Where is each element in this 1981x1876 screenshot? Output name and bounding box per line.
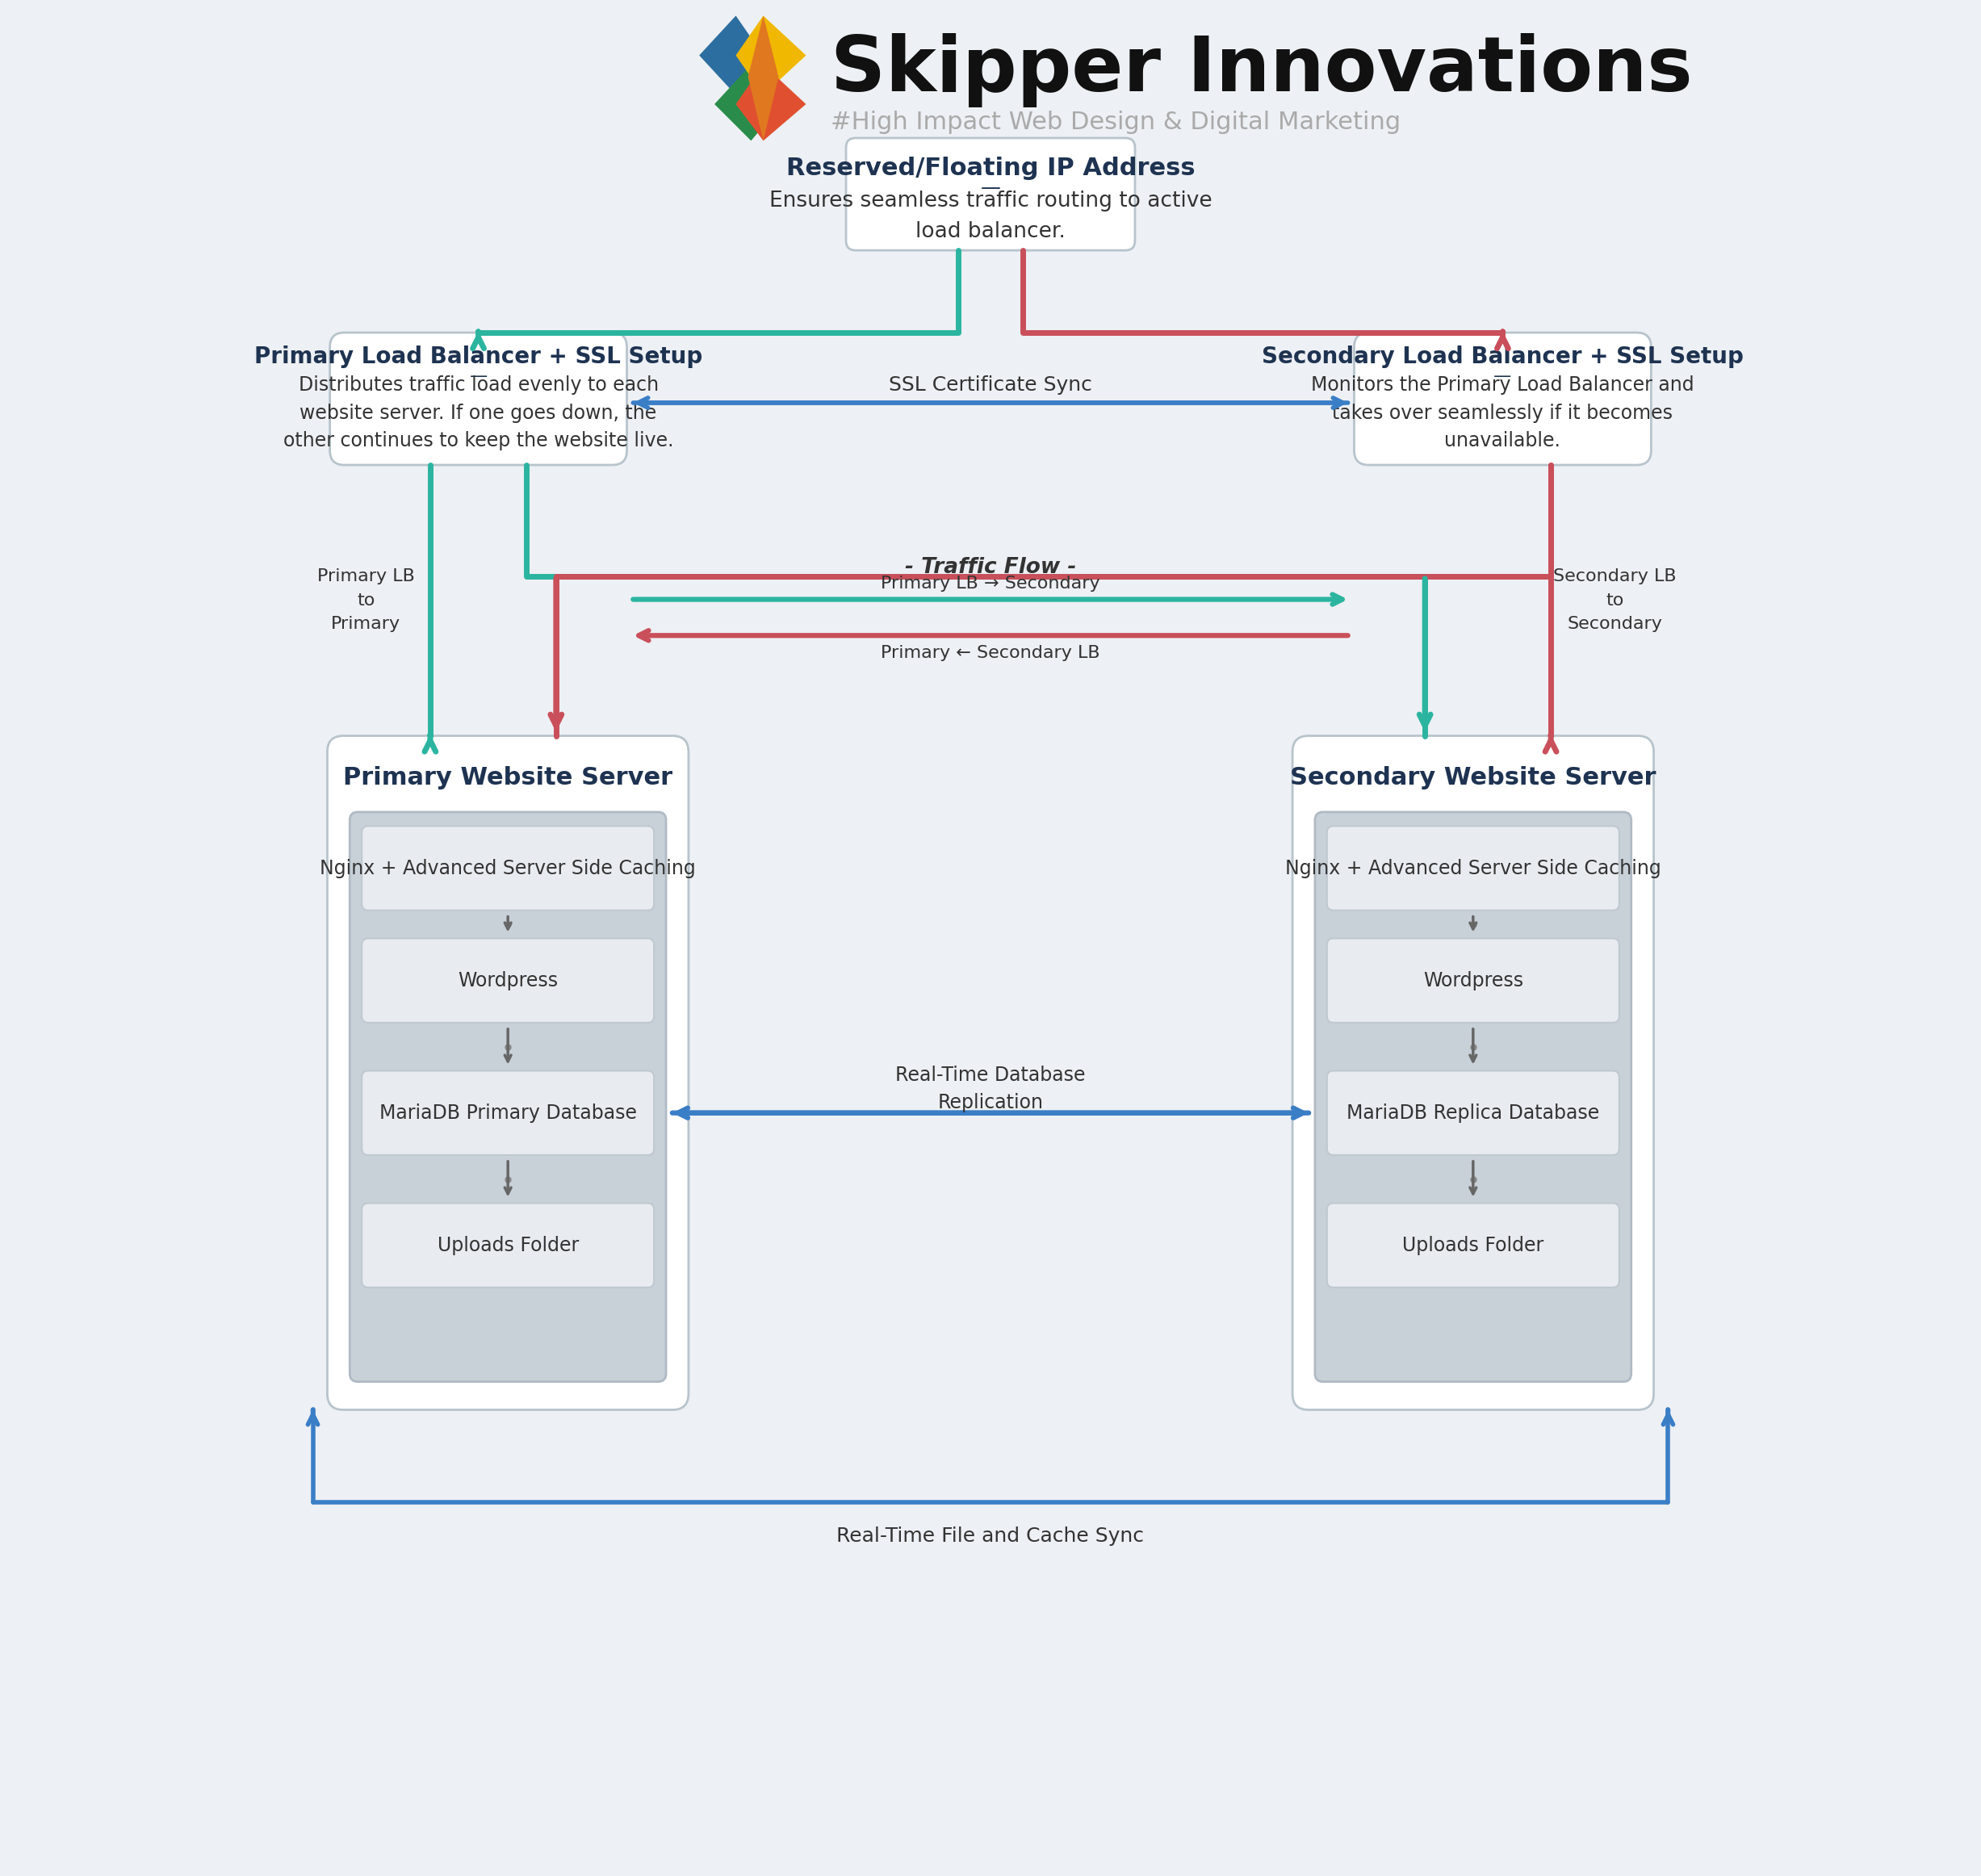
Text: MariaDB Primary Database: MariaDB Primary Database — [378, 1103, 636, 1122]
Text: Primary LB → Secondary: Primary LB → Secondary — [882, 576, 1099, 591]
FancyBboxPatch shape — [331, 332, 626, 465]
Text: Reserved/Floating IP Address: Reserved/Floating IP Address — [786, 158, 1195, 180]
FancyBboxPatch shape — [1315, 812, 1630, 1383]
Text: Ensures seamless traffic routing to active
load balancer.: Ensures seamless traffic routing to acti… — [769, 191, 1212, 242]
Text: SSL Certificate Sync: SSL Certificate Sync — [889, 375, 1092, 394]
Text: Real-Time File and Cache Sync: Real-Time File and Cache Sync — [836, 1527, 1145, 1546]
Text: Uploads Folder: Uploads Folder — [438, 1236, 578, 1255]
Text: Wordpress: Wordpress — [458, 972, 559, 991]
Text: —: — — [469, 368, 487, 385]
FancyBboxPatch shape — [1327, 1203, 1618, 1287]
Text: #High Impact Web Design & Digital Marketing: #High Impact Web Design & Digital Market… — [830, 111, 1401, 135]
FancyBboxPatch shape — [363, 938, 654, 1022]
FancyBboxPatch shape — [1327, 938, 1618, 1022]
FancyBboxPatch shape — [363, 1071, 654, 1156]
FancyBboxPatch shape — [846, 139, 1135, 250]
Text: - Traffic Flow -: - Traffic Flow - — [905, 557, 1076, 578]
Text: Primary Website Server: Primary Website Server — [343, 765, 674, 790]
Text: Uploads Folder: Uploads Folder — [1403, 1236, 1543, 1255]
FancyBboxPatch shape — [1292, 735, 1654, 1409]
Text: —: — — [981, 178, 1000, 197]
Polygon shape — [749, 15, 779, 141]
Text: Primary ← Secondary LB: Primary ← Secondary LB — [882, 645, 1099, 660]
Text: Real-Time Database
Replication: Real-Time Database Replication — [895, 1066, 1086, 1112]
Text: Secondary Load Balancer + SSL Setup: Secondary Load Balancer + SSL Setup — [1262, 345, 1743, 368]
Text: Secondary LB
to
Secondary: Secondary LB to Secondary — [1553, 568, 1676, 632]
FancyBboxPatch shape — [327, 735, 689, 1409]
Text: Skipper Innovations: Skipper Innovations — [830, 34, 1692, 107]
Polygon shape — [715, 64, 782, 141]
FancyBboxPatch shape — [363, 1203, 654, 1287]
FancyBboxPatch shape — [1355, 332, 1650, 465]
Text: MariaDB Replica Database: MariaDB Replica Database — [1347, 1103, 1599, 1122]
Text: Distributes traffic load evenly to each
website server. If one goes down, the
ot: Distributes traffic load evenly to each … — [283, 375, 674, 450]
Text: —: — — [1494, 368, 1512, 385]
FancyBboxPatch shape — [351, 812, 666, 1383]
Text: Wordpress: Wordpress — [1422, 972, 1523, 991]
Polygon shape — [735, 64, 806, 141]
Text: Monitors the Primary Load Balancer and
takes over seamlessly if it becomes
unava: Monitors the Primary Load Balancer and t… — [1311, 375, 1694, 450]
FancyBboxPatch shape — [363, 825, 654, 910]
Text: Primary Load Balancer + SSL Setup: Primary Load Balancer + SSL Setup — [254, 345, 703, 368]
Polygon shape — [735, 15, 806, 96]
Text: Primary LB
to
Primary: Primary LB to Primary — [317, 568, 414, 632]
FancyBboxPatch shape — [1327, 825, 1618, 910]
Text: Nginx + Advanced Server Side Caching: Nginx + Advanced Server Side Caching — [1286, 859, 1662, 878]
FancyBboxPatch shape — [1327, 1071, 1618, 1156]
Text: Nginx + Advanced Server Side Caching: Nginx + Advanced Server Side Caching — [319, 859, 695, 878]
Polygon shape — [699, 15, 763, 96]
Text: Secondary Website Server: Secondary Website Server — [1290, 765, 1656, 790]
